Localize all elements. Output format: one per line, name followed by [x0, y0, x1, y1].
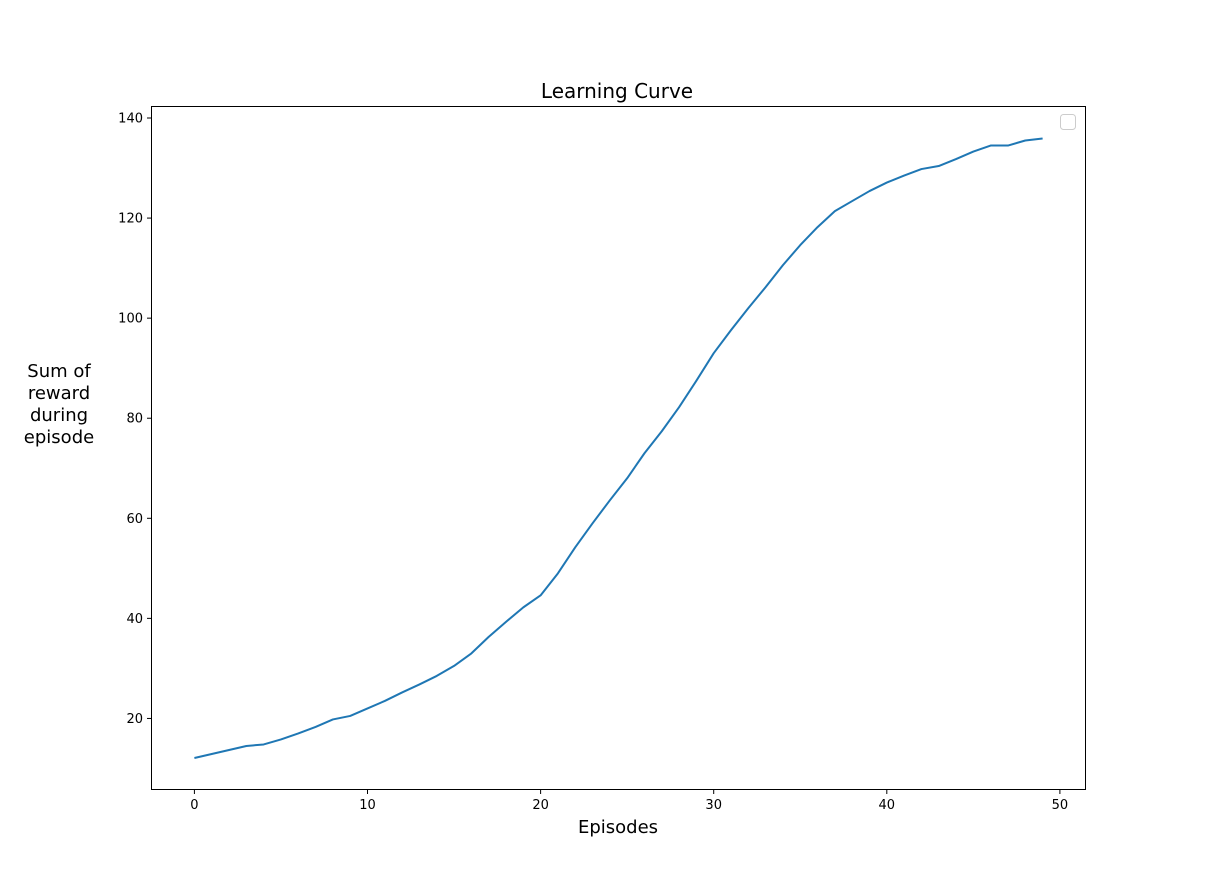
y-tick-label: 140 [118, 112, 143, 127]
x-axis: 0 10 20 30 40 50 [190, 789, 1068, 813]
y-axis-title-line: episode [24, 427, 94, 448]
series-line-0 [194, 137, 1043, 759]
y-tick-label: 80 [126, 412, 143, 427]
plot-area [194, 137, 1043, 759]
y-tick-label: 40 [126, 612, 143, 627]
y-tick-label: 60 [126, 512, 143, 527]
x-tick-label: 40 [879, 798, 896, 813]
y-axis: 20 40 60 80 100 120 140 [118, 112, 152, 727]
x-tick-label: 30 [705, 798, 722, 813]
y-axis-title-line: Sum of [27, 361, 91, 382]
x-axis-title: Episodes [578, 817, 658, 838]
legend-box [1060, 114, 1076, 130]
x-tick-label: 20 [532, 798, 549, 813]
plot-frame [151, 106, 1086, 790]
y-axis-title-line: during [30, 405, 88, 426]
x-tick-label: 0 [190, 798, 198, 813]
y-axis-title-line: reward [28, 383, 90, 404]
chart-title: Learning Curve [541, 79, 693, 103]
y-tick-label: 100 [118, 312, 143, 327]
x-tick-label: 10 [359, 798, 376, 813]
x-tick-label: 50 [1052, 798, 1069, 813]
y-tick-label: 120 [118, 212, 143, 227]
y-tick-label: 20 [126, 712, 143, 727]
y-axis-title: Sum of reward during episode [24, 361, 94, 448]
